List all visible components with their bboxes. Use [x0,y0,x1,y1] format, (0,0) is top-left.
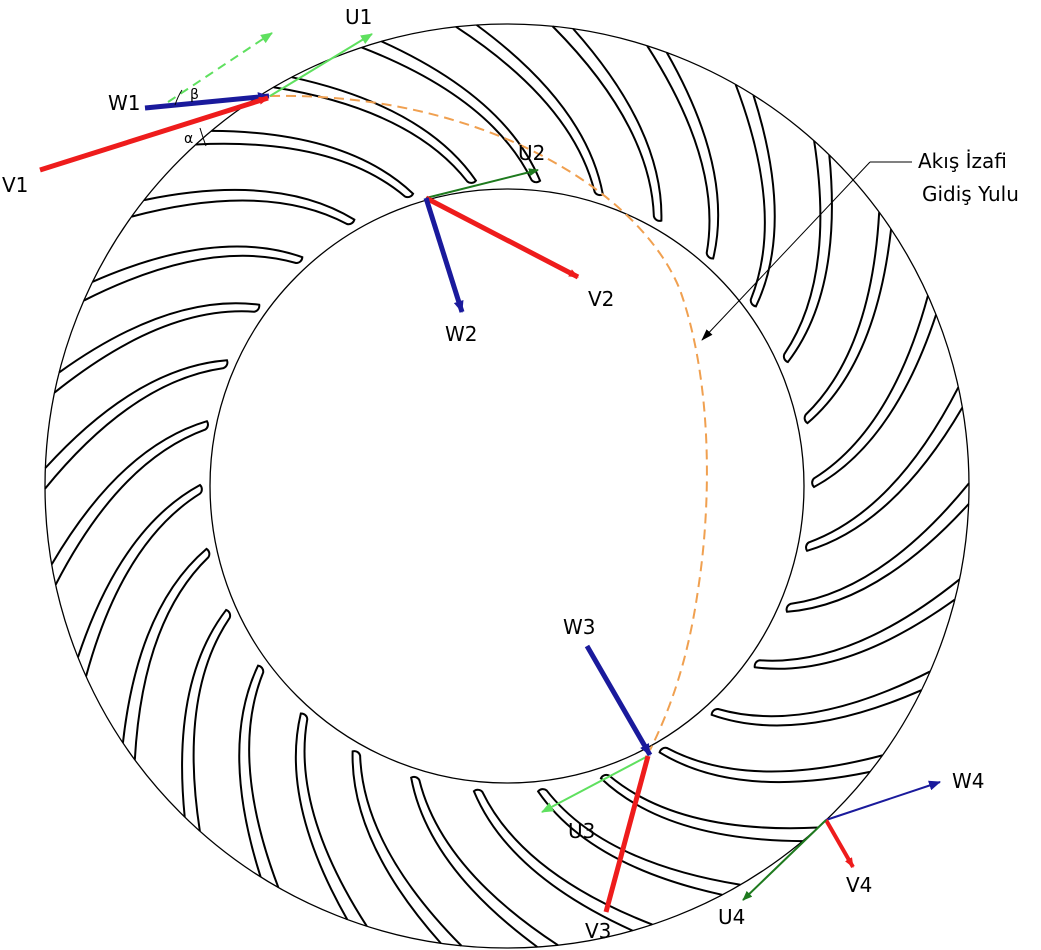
blade [121,547,211,760]
inner-ring [209,188,805,784]
blade [536,788,741,896]
label-v2: V2 [588,287,614,311]
label-v1: V1 [2,173,28,197]
blade [50,420,209,586]
label-w2: W2 [445,322,478,346]
label-w4: W4 [952,769,985,793]
label-u3: U3 [568,819,595,843]
v2-vector [424,195,580,280]
w1-vector [144,92,270,111]
blade [455,24,604,196]
label-path-line2: Gidiş Yulu [922,182,1019,206]
blade [238,664,280,888]
v1-vector [39,95,269,173]
blade [551,25,663,222]
blade [782,140,833,364]
label-v4: V4 [846,873,872,897]
w4-vector [825,780,941,821]
blade [351,750,463,947]
blade-group [44,24,970,948]
label-v3: V3 [585,919,611,943]
v4-vector [824,819,855,868]
blade [803,212,893,425]
path-leader-line [701,161,871,341]
v3-vector [603,755,651,913]
beta-arc [174,89,183,106]
blade [53,302,261,394]
u3-vector [541,755,649,813]
blade [472,788,653,932]
label-path-line1: Akış İzafi [918,149,1007,173]
blade [599,773,819,843]
outer-ring [44,23,970,949]
blade [734,84,776,308]
blade [83,245,304,302]
u4-vector [742,819,827,901]
label-u1: U1 [345,5,372,29]
blade [181,608,232,832]
label-alpha: α [184,131,193,147]
blade [785,482,970,613]
blade [753,578,961,670]
relative-flow-path [269,94,708,751]
u2-vector [425,168,539,199]
blade [658,746,883,784]
label-u4: U4 [718,905,745,929]
u1-extension-dashed [167,32,273,103]
label-w1: W1 [108,91,141,115]
label-beta: β [190,87,199,103]
blade [710,670,931,727]
w2-vector [423,197,465,313]
blade [410,776,559,948]
label-w3: W3 [563,615,596,639]
w3-vector [584,644,653,757]
blade [361,40,542,184]
blade [646,45,720,260]
blade [294,712,368,927]
blade [273,76,478,184]
blade [805,386,964,552]
blade [811,295,938,489]
alpha-arc [199,127,207,147]
blade [195,129,415,199]
blade [131,188,356,226]
blade [76,483,203,677]
blade [44,359,229,490]
u1-vector [269,33,373,97]
label-u2: U2 [518,141,545,165]
